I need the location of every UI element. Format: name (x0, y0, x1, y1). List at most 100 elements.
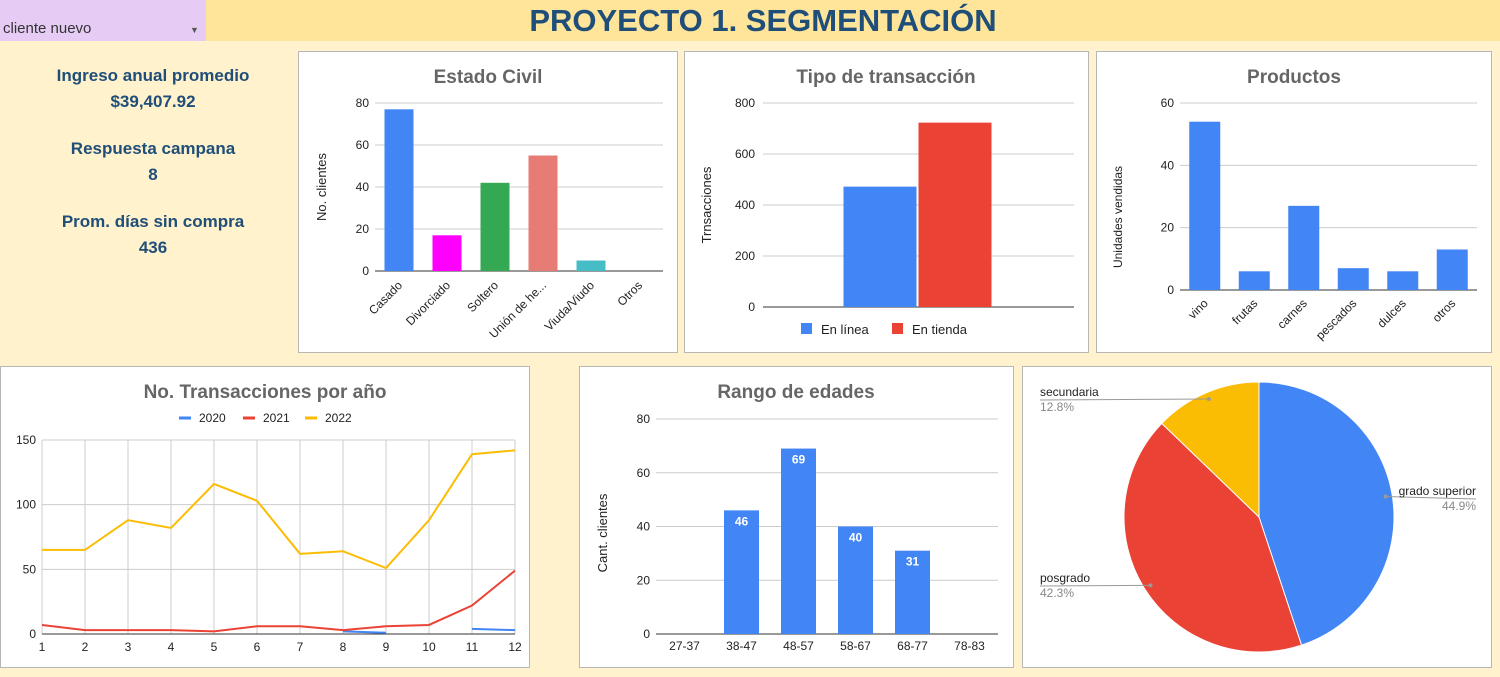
chart-tipo-transaccion: Tipo de transacción 0 200 400 600 800 Trnsacci… (684, 51, 1089, 353)
segment-filter-dropdown[interactable]: cliente nuevo ▼ (0, 0, 206, 41)
legend-label: En línea (821, 322, 869, 337)
x-tick-label: 3 (125, 640, 132, 654)
x-tick-label: 5 (211, 640, 218, 654)
x-tick-label: frutas (1229, 296, 1260, 327)
y-tick-label: 400 (735, 198, 755, 212)
x-tick-label: pescados (1313, 296, 1359, 342)
chart-productos: Productos 0 20 40 60 Unidades vendidas vino fru… (1096, 51, 1492, 353)
pie-label: grado superior (1399, 484, 1476, 498)
x-tick-label: 38-47 (726, 639, 757, 653)
x-tick-label: Otros (614, 278, 645, 309)
chevron-down-icon[interactable]: ▼ (190, 25, 199, 35)
kpi-label-days: Prom. días sin compra (61, 212, 245, 231)
legend-label: 2020 (199, 411, 226, 425)
y-tick-label: 60 (1161, 96, 1175, 110)
y-axis-label: No. clientes (314, 153, 329, 221)
y-tick-label: 40 (356, 180, 370, 194)
pie-leader-dot (1148, 583, 1153, 588)
y-tick-label: 20 (637, 573, 651, 587)
pie-slice-2 (1161, 381, 1260, 519)
x-tick-label: 1 (39, 640, 46, 654)
x-tick-label: dulces (1374, 296, 1408, 330)
x-tick-label: 68-77 (897, 639, 928, 653)
legend-label: 2022 (325, 411, 352, 425)
y-tick-label: 200 (735, 249, 755, 263)
y-tick-label: 0 (748, 300, 755, 314)
y-tick-label: 150 (16, 433, 36, 447)
legend-label: 2021 (263, 411, 290, 425)
kpi-label-response: Respuesta campana (70, 139, 236, 158)
pie-slice-0 (1258, 381, 1395, 646)
x-tick-label: 11 (466, 640, 479, 654)
pie-leader-line (1039, 398, 1209, 401)
chart-title: Productos (1247, 67, 1341, 88)
y-tick-label: 20 (1161, 221, 1175, 235)
x-tick-label: Viuda/Viudo (542, 278, 598, 334)
pie-label: secundaria (1040, 385, 1099, 399)
x-tick-label: 10 (422, 640, 436, 654)
bar-2 (1288, 205, 1320, 290)
y-tick-label: 60 (356, 138, 370, 152)
y-tick-label: 0 (29, 627, 36, 641)
chart-estado-civil: Estado Civil 0 20 40 60 80 No. clientes Casado D… (298, 51, 678, 353)
data-label: 46 (735, 514, 749, 528)
y-tick-label: 80 (637, 412, 651, 426)
x-tick-label: carnes (1274, 296, 1309, 331)
y-axis-label: Trnsacciones (699, 166, 714, 243)
data-label: 40 (849, 531, 863, 545)
title-bar: PROYECTO 1. SEGMENTACIÓN (206, 0, 1500, 41)
y-axis-label: Cant. clientes (595, 493, 610, 572)
y-tick-label: 50 (23, 562, 37, 576)
bar-4 (1387, 271, 1419, 290)
y-tick-label: 40 (637, 520, 651, 534)
bar-1 (432, 235, 462, 271)
bar-0 (843, 186, 917, 307)
chart-title: Tipo de transacción (796, 67, 975, 88)
pie-pct: 12.8% (1040, 400, 1074, 414)
y-tick-label: 40 (1161, 158, 1175, 172)
x-tick-label: Casado (366, 278, 405, 317)
page-title: PROYECTO 1. SEGMENTACIÓN (529, 3, 997, 38)
x-tick-label: 78-83 (954, 639, 985, 653)
chart-title: Rango de edades (717, 382, 874, 403)
y-tick-label: 80 (356, 96, 370, 110)
y-tick-label: 0 (362, 264, 369, 278)
series-line-2021 (41, 569, 516, 633)
bar-3 (528, 155, 558, 271)
kpi-value-income: $39,407.92 (110, 92, 196, 111)
x-tick-label: 27-37 (669, 639, 700, 653)
bar-1 (1238, 271, 1270, 290)
data-label: 69 (792, 453, 806, 467)
series-line-2022 (42, 449, 516, 570)
pie-leader-line (1385, 496, 1477, 500)
series-line-2020 (342, 630, 387, 634)
chart-svg: Rango de edades 0 20 40 60 80 Cant. clientes 27… (595, 382, 998, 653)
x-tick-label: 2 (82, 640, 89, 654)
x-tick-label: 58-67 (840, 639, 871, 653)
y-tick-label: 20 (356, 222, 370, 236)
bar-2 (480, 182, 510, 271)
bar-2 (781, 448, 816, 634)
x-tick-label: 6 (254, 640, 261, 654)
pie-slice-1 (1123, 422, 1303, 653)
series-line-2020 (471, 627, 516, 632)
kpi-label-income: Ingreso anual promedio (56, 66, 250, 85)
y-tick-label: 0 (1167, 283, 1174, 297)
y-tick-label: 0 (643, 627, 650, 641)
pie-pct: 42.3% (1040, 586, 1074, 600)
chart-svg: Estado Civil 0 20 40 60 80 No. clientes CasadoD… (314, 67, 663, 341)
chart-educacion-pie: grado superior 44.9% posgrado 42.3% secundar… (1022, 366, 1492, 668)
x-tick-label: 4 (168, 640, 175, 654)
bar-1 (724, 510, 759, 634)
bar-4 (895, 550, 930, 634)
x-tick-label: Divorciado (403, 278, 453, 328)
x-tick-label: otros (1430, 296, 1459, 325)
bar-1 (918, 122, 992, 307)
chart-transacciones-anio: No. Transacciones por año 1 2 3 4 5 6 7 8 9 10 11 12… (0, 366, 530, 668)
legend-swatch (892, 323, 903, 334)
bar-5 (1436, 249, 1468, 290)
x-tick-label: vino (1185, 296, 1211, 322)
segment-filter-value: cliente nuevo (3, 20, 92, 37)
